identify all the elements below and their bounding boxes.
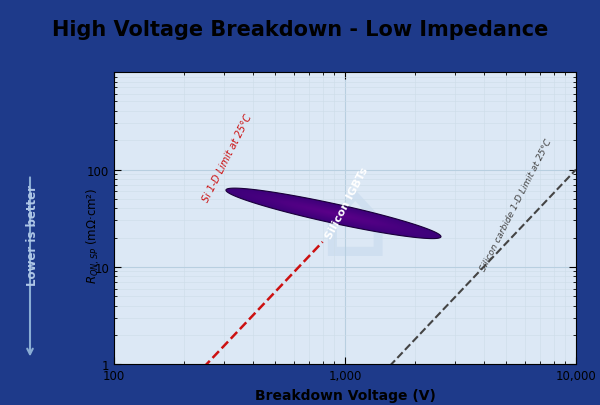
Polygon shape (233, 190, 434, 237)
Polygon shape (240, 192, 427, 236)
Polygon shape (326, 212, 341, 215)
Text: Si 1-D Limit at 25°C: Si 1-D Limit at 25°C (201, 113, 254, 204)
Polygon shape (294, 205, 373, 223)
Polygon shape (276, 200, 391, 227)
Text: Silicon IGBTs: Silicon IGBTs (325, 165, 371, 240)
Polygon shape (280, 201, 387, 226)
Polygon shape (319, 211, 348, 217)
Text: ⌂: ⌂ (319, 171, 389, 278)
Polygon shape (316, 210, 352, 218)
Polygon shape (272, 200, 394, 228)
Polygon shape (226, 189, 441, 239)
Polygon shape (290, 204, 376, 224)
Text: Silicon carbide 1-D Limit at 25°C: Silicon carbide 1-D Limit at 25°C (479, 137, 553, 272)
Polygon shape (283, 202, 383, 226)
Text: High Voltage Breakdown - Low Impedance: High Voltage Breakdown - Low Impedance (52, 20, 548, 40)
Text: $R_{ON,SP}$ (mΩ·cm²): $R_{ON,SP}$ (mΩ·cm²) (84, 187, 102, 283)
Polygon shape (244, 193, 423, 235)
Polygon shape (298, 205, 369, 222)
Polygon shape (251, 194, 416, 233)
Polygon shape (258, 196, 409, 232)
Text: Lower is better: Lower is better (26, 185, 40, 285)
Polygon shape (247, 194, 419, 234)
Polygon shape (305, 207, 362, 221)
Polygon shape (312, 209, 355, 219)
Polygon shape (330, 213, 337, 215)
Polygon shape (230, 190, 437, 238)
Polygon shape (308, 208, 359, 220)
Polygon shape (236, 191, 430, 237)
Polygon shape (262, 197, 405, 230)
Polygon shape (254, 195, 412, 232)
Polygon shape (269, 199, 398, 229)
Polygon shape (265, 198, 401, 230)
Polygon shape (301, 206, 366, 222)
Polygon shape (287, 203, 380, 225)
Polygon shape (323, 211, 344, 216)
X-axis label: Breakdown Voltage (V): Breakdown Voltage (V) (254, 388, 436, 402)
